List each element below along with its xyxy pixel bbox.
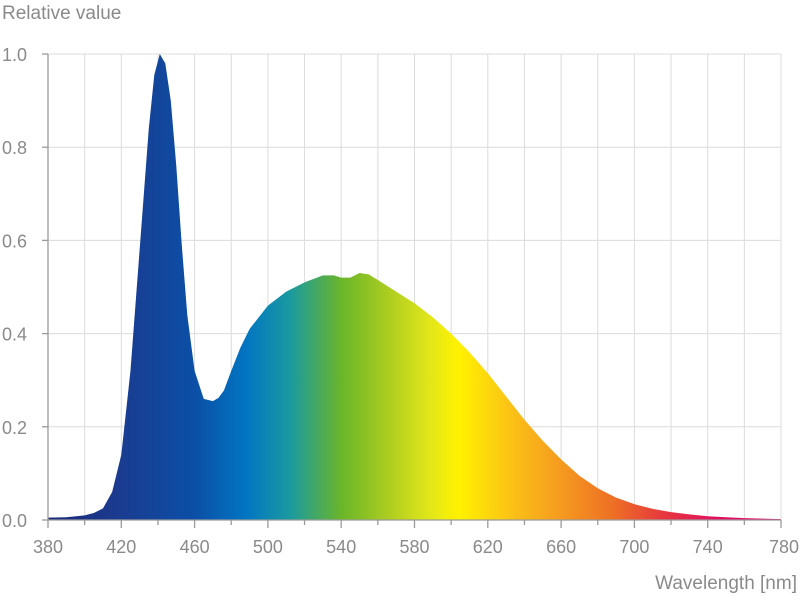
x-tick-label: 540	[326, 537, 356, 557]
x-tick-label: 620	[473, 537, 503, 557]
x-tick-label: 380	[33, 537, 63, 557]
y-tick-label: 0.4	[2, 325, 27, 345]
y-tick-label: 0.0	[2, 511, 27, 531]
grid	[48, 53, 782, 520]
x-axis-ticks: 380 420 460 500 540 580 620 660 700 740 780	[33, 520, 799, 557]
x-tick-label: 700	[619, 537, 649, 557]
x-tick-label: 660	[546, 537, 576, 557]
y-axis-title: Relative value	[2, 3, 121, 24]
y-tick-label: 0.2	[2, 418, 27, 438]
x-tick-label: 500	[253, 537, 283, 557]
y-tick-label: 0.8	[2, 138, 27, 158]
y-axis-ticks: 0.0 0.2 0.4 0.6 0.8 1.0	[2, 45, 48, 531]
x-axis-title: Wavelength [nm]	[655, 573, 797, 594]
x-tick-label: 420	[106, 537, 136, 557]
x-tick-label: 580	[399, 537, 429, 557]
x-tick-label: 780	[769, 537, 799, 557]
x-tick-label: 740	[693, 537, 723, 557]
spectrum-area	[48, 54, 781, 520]
x-tick-label: 460	[180, 537, 210, 557]
y-tick-label: 0.6	[2, 231, 27, 251]
y-tick-label: 1.0	[2, 45, 27, 65]
